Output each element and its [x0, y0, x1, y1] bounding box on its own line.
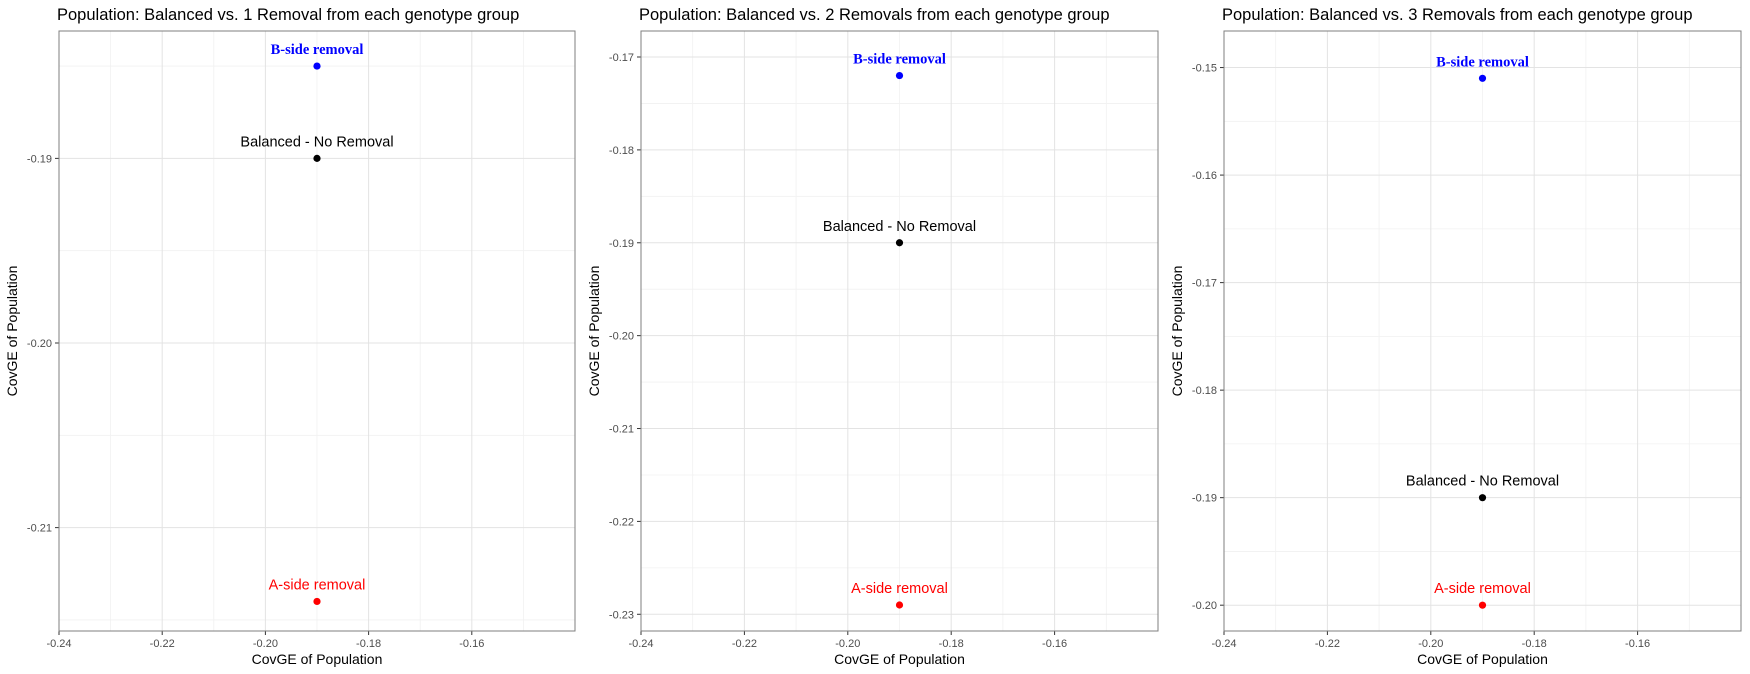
panel-border	[1223, 30, 1742, 632]
data-point-label: Balanced - No Removal	[823, 219, 976, 235]
x-tick-label: -0.16	[1042, 638, 1067, 650]
y-tick-label: -0.22	[609, 516, 634, 528]
x-axis-title: CovGE of Population	[834, 651, 965, 667]
data-point-label: B-side removal	[271, 42, 364, 58]
y-tick-label: -0.19	[27, 153, 52, 165]
x-tick-label: -0.18	[939, 638, 964, 650]
x-tick-label: -0.20	[1418, 638, 1443, 650]
data-point	[1478, 494, 1487, 502]
data-point	[1478, 601, 1487, 609]
chart-title: Population: Balanced vs. 1 Removal from …	[57, 6, 519, 24]
x-tick-label: -0.24	[628, 638, 653, 650]
y-axis-title: CovGE of Population	[4, 266, 20, 397]
y-axis-title: CovGE of Population	[586, 266, 602, 397]
y-tick-label: -0.18	[1192, 385, 1217, 397]
y-axis-title: CovGE of Population	[1169, 266, 1185, 397]
data-point-label: B-side removal	[853, 52, 946, 68]
data-point-label: A-side removal	[269, 577, 366, 593]
y-tick-label: -0.20	[27, 338, 52, 350]
y-tick-label: -0.20	[1192, 600, 1217, 612]
y-tick-label: -0.21	[609, 424, 634, 436]
y-tick-label: -0.21	[27, 523, 52, 535]
data-point-label: A-side removal	[851, 581, 948, 597]
x-tick-label: -0.24	[46, 638, 71, 650]
data-point	[895, 71, 904, 80]
chart-panel-2: Population: Balanced vs. 2 Removals from…	[586, 6, 1159, 667]
data-point	[1478, 74, 1487, 82]
data-point	[313, 597, 321, 606]
data-point-label: A-side removal	[1434, 581, 1531, 597]
chart-panel-1: Population: Balanced vs. 1 Removal from …	[4, 6, 576, 667]
x-tick-label: -0.22	[150, 638, 175, 650]
x-axis-title: CovGE of Population	[1417, 651, 1548, 667]
data-point	[313, 62, 321, 70]
y-tick-label: -0.23	[609, 609, 634, 621]
x-tick-label: -0.20	[835, 638, 860, 650]
x-tick-label: -0.22	[732, 638, 757, 650]
chart-title: Population: Balanced vs. 3 Removals from…	[1222, 6, 1693, 24]
chart-title: Population: Balanced vs. 2 Removals from…	[639, 6, 1110, 24]
x-tick-label: -0.18	[1522, 638, 1547, 650]
y-tick-label: -0.17	[609, 52, 634, 64]
y-tick-label: -0.20	[609, 331, 634, 343]
y-tick-label: -0.18	[609, 145, 634, 157]
y-tick-label: -0.17	[1192, 278, 1217, 290]
chart-panel-3: Population: Balanced vs. 3 Removals from…	[1169, 6, 1742, 667]
panel-border	[58, 30, 576, 632]
y-tick-label: -0.19	[609, 238, 634, 250]
panel-border	[640, 30, 1159, 632]
x-tick-label: -0.16	[1625, 638, 1650, 650]
x-tick-label: -0.18	[356, 638, 381, 650]
x-tick-label: -0.24	[1211, 638, 1236, 650]
data-point-label: B-side removal	[1436, 54, 1529, 70]
y-tick-label: -0.16	[1192, 170, 1217, 182]
data-point	[895, 239, 904, 247]
x-tick-label: -0.20	[253, 638, 278, 650]
x-axis-title: CovGE of Population	[252, 651, 383, 667]
data-point	[895, 601, 904, 609]
x-tick-label: -0.22	[1315, 638, 1340, 650]
data-point-label: Balanced - No Removal	[240, 134, 393, 150]
x-tick-label: -0.16	[459, 638, 484, 650]
y-tick-label: -0.15	[1192, 63, 1217, 75]
data-point-label: Balanced - No Removal	[1406, 474, 1559, 490]
data-point	[313, 154, 321, 162]
y-tick-label: -0.19	[1192, 493, 1217, 505]
